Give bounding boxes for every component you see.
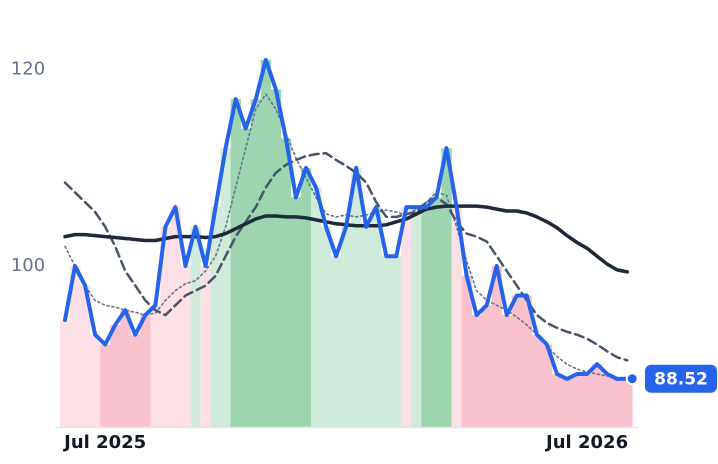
shading: [59, 59, 633, 428]
shade-bar: [331, 256, 342, 427]
series-line: [63, 151, 629, 362]
shade-bar: [431, 197, 442, 427]
shade-bar: [531, 334, 543, 427]
shade-bar: [250, 99, 262, 428]
shade-bar: [80, 285, 91, 427]
shade-bar: [461, 275, 472, 427]
shade-bar: [70, 266, 81, 427]
shade-bar: [541, 344, 553, 427]
y-tick-label: 100: [11, 255, 45, 276]
shade-bar: [391, 256, 402, 427]
value-badge: [645, 364, 717, 393]
shade-bar: [120, 310, 131, 427]
shade-bar: [190, 226, 201, 427]
shade-bar: [170, 207, 181, 427]
shade-bar: [491, 266, 503, 427]
shade-bar: [180, 266, 191, 427]
last-value-label: 88.52: [654, 370, 708, 390]
shade-bar: [140, 315, 151, 427]
series-line: [63, 57, 630, 381]
y-tick-label: 120: [11, 59, 45, 80]
shade-bar: [381, 256, 392, 427]
shade-bar: [602, 373, 613, 427]
shade-bar: [240, 128, 252, 427]
x-tick-label: Jul 2025: [62, 432, 146, 453]
shade-bar: [280, 138, 292, 427]
shade-bar: [260, 59, 272, 427]
shade-bar: [230, 99, 241, 428]
shade-bar: [160, 226, 171, 427]
shade-bar: [411, 207, 422, 427]
shade-bar: [300, 167, 312, 428]
shade-bar: [200, 266, 211, 427]
shade-bar: [371, 207, 382, 427]
shade-bar: [401, 207, 412, 427]
shade-bar: [310, 187, 322, 427]
last-point: [625, 372, 639, 386]
shade-bar: [150, 305, 161, 427]
shade-bar: [321, 226, 332, 427]
shade-bar: [592, 364, 603, 427]
shade-bar: [421, 207, 432, 427]
shade-bar: [481, 305, 492, 427]
shade-bar: [90, 334, 101, 427]
shade-bar: [471, 315, 482, 427]
shade-bar: [521, 295, 533, 427]
shade-bar: [59, 320, 71, 427]
shade-bar: [441, 148, 452, 427]
shade-bar: [351, 167, 362, 428]
shade-bar: [130, 334, 141, 427]
shade-bar: [290, 197, 302, 427]
shade-bar: [582, 373, 593, 427]
shade-bar: [220, 148, 231, 427]
shade-bar: [501, 315, 513, 427]
x-tick-label: Jul 2026: [544, 432, 628, 453]
shade-bar: [612, 378, 623, 427]
shade-bar: [100, 344, 111, 427]
shade-bar: [210, 207, 221, 427]
shade-bar: [561, 378, 573, 427]
shade-bar: [572, 373, 583, 427]
shade-bar: [110, 324, 121, 427]
shade-bar: [551, 373, 563, 427]
shade-bar: [270, 89, 282, 427]
shade-bar: [622, 378, 633, 427]
shade-bar: [451, 207, 462, 427]
shade-bar: [511, 295, 523, 427]
lines: [63, 57, 630, 381]
shade-bar: [341, 226, 352, 427]
shade-bar: [361, 226, 372, 427]
